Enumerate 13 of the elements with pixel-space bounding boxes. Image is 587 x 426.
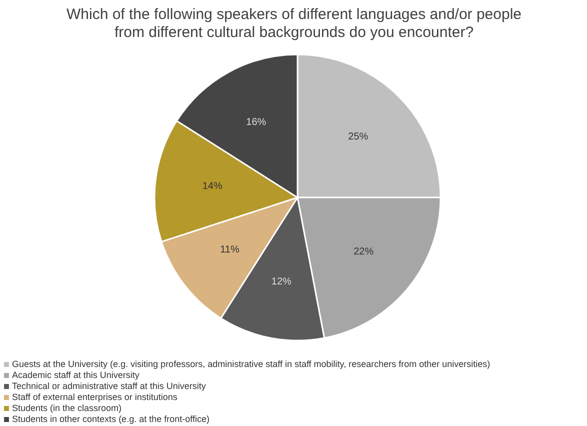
data-label: 12%: [271, 276, 292, 288]
data-label: 22%: [354, 246, 374, 258]
legend-label: Technical or administrative staff at this University: [12, 381, 206, 391]
chart-title: Which of the following speakers of different languages and/or people from different cultural backgrounds do you encounter?: [66, 6, 522, 41]
legend-label: Students in other contexts (e.g. at the front-office): [12, 414, 210, 424]
legend-label: Guests at the University (e.g. visiting professors, administrative staff in staff mobility, researchers from other universities): [12, 359, 490, 369]
data-label: 14%: [202, 181, 222, 192]
data-label: 11%: [220, 244, 240, 256]
legend-label: Students (in the classroom): [12, 403, 122, 413]
data-label: 25%: [348, 131, 368, 142]
legend-label: Staff of external enterprises or institutions: [12, 392, 178, 402]
data-label: 16%: [246, 116, 266, 128]
legend-label: Academic staff at this University: [12, 370, 140, 380]
